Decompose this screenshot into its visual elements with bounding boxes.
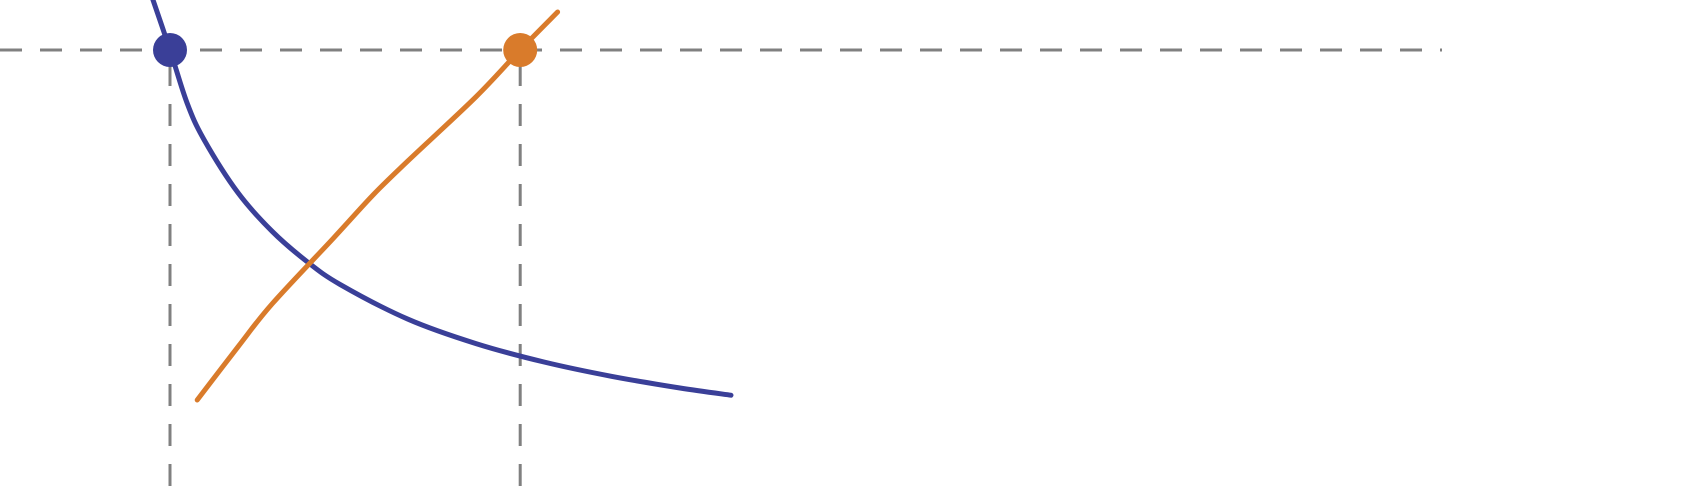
series-curves bbox=[150, 0, 734, 403]
data-point-marker-1 bbox=[153, 33, 187, 67]
intersection-markers bbox=[153, 33, 538, 67]
series-line-1 bbox=[150, 0, 734, 398]
data-point-marker-2 bbox=[503, 33, 538, 67]
series-line-2 bbox=[194, 9, 561, 403]
reference-guides bbox=[0, 48, 1442, 500]
